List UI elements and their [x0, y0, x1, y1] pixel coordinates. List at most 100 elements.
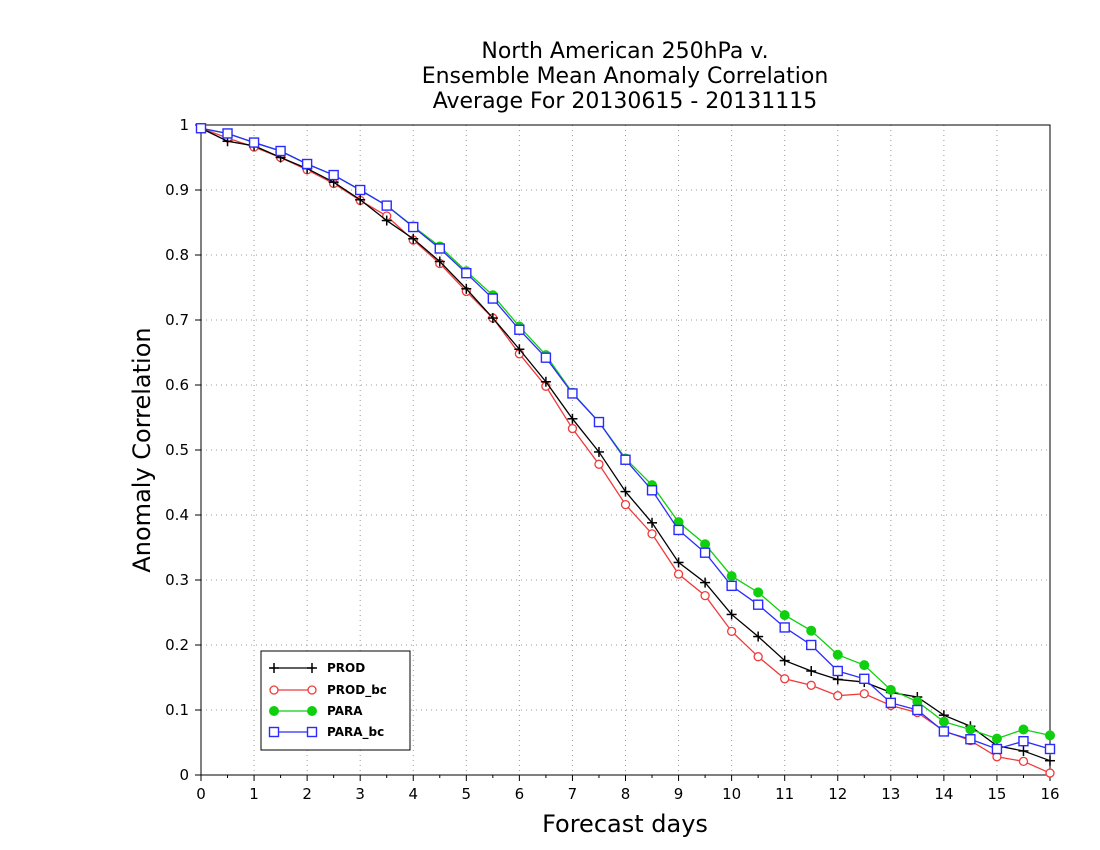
- data-point-para: [912, 696, 923, 707]
- chart-title-line-3: Average For 20130615 - 20131115: [433, 89, 818, 114]
- data-point-prod: [540, 376, 551, 387]
- legend-marker: [307, 663, 317, 673]
- legend-label-prod: PROD: [327, 661, 365, 675]
- data-point-para: [938, 716, 949, 727]
- x-tick-label: 10: [722, 785, 741, 803]
- data-point-para-bc: [567, 388, 578, 399]
- data-point-prod-bc: [1045, 768, 1055, 778]
- data-point-prod: [726, 609, 737, 620]
- x-tick-label: 8: [621, 785, 631, 803]
- data-point-para: [991, 733, 1002, 744]
- data-point-para-bc: [752, 599, 764, 610]
- data-point-para-bc: [859, 673, 870, 684]
- y-tick-label: 0.5: [165, 441, 189, 459]
- data-point-para-bc: [195, 123, 207, 134]
- data-point-para: [885, 684, 896, 695]
- data-point-prod: [647, 517, 658, 528]
- data-point-para-bc: [275, 145, 286, 157]
- data-point-para-bc: [487, 293, 499, 304]
- data-point-prod: [487, 313, 498, 324]
- y-tick-label: 0.6: [165, 376, 189, 394]
- data-point-para-bc: [408, 221, 419, 233]
- legend-marker: [268, 726, 280, 738]
- data-point-para-bc: [673, 524, 684, 536]
- x-tick-label: 11: [775, 785, 794, 803]
- data-point-para: [859, 660, 870, 671]
- data-point-prod: [620, 486, 631, 497]
- data-point-prod: [673, 557, 684, 568]
- legend-item-para: PARA: [269, 704, 363, 718]
- y-tick-label: 0.9: [165, 181, 189, 199]
- data-point-prod-bc: [567, 423, 578, 434]
- data-point-para-bc: [328, 169, 339, 181]
- data-point-prod: [567, 413, 578, 424]
- data-point-para-bc: [885, 697, 897, 709]
- data-point-para: [965, 724, 976, 735]
- x-tick-label: 16: [1040, 785, 1059, 803]
- data-point-para-bc: [222, 128, 233, 139]
- x-tick-label: 7: [568, 785, 578, 803]
- data-point-para-bc: [726, 580, 737, 592]
- legend-marker: [307, 685, 317, 695]
- legend-label-para-bc: PARA_bc: [327, 725, 384, 740]
- data-point-prod: [514, 344, 525, 355]
- data-point-para-bc: [779, 622, 790, 633]
- data-point-para: [806, 625, 817, 636]
- grid: [201, 125, 1050, 775]
- legend-item-para-bc: PARA_bc: [268, 725, 384, 740]
- data-point-para-bc: [699, 547, 711, 558]
- data-point-para-bc: [248, 137, 260, 148]
- legend: PROD PROD_bc PARA PARA_bc: [260, 650, 411, 751]
- data-point-prod-bc: [647, 529, 657, 539]
- y-tick-label: 0: [179, 766, 189, 784]
- x-tick-label: 12: [828, 785, 847, 803]
- data-point-para-bc: [381, 200, 392, 211]
- data-point-para-bc: [434, 243, 445, 254]
- legend-marker: [269, 663, 279, 673]
- data-point-para: [726, 571, 737, 582]
- x-tick-label: 3: [355, 785, 365, 803]
- x-tick-label: 0: [196, 785, 206, 803]
- y-tick-label: 0.8: [165, 246, 189, 264]
- legend-marker: [306, 726, 318, 738]
- series-line-para: [200, 127, 1051, 740]
- data-point-para: [832, 649, 843, 660]
- series-prod: [196, 123, 1055, 766]
- data-point-para-bc: [646, 485, 658, 496]
- legend-item-prod-bc: PROD_bc: [269, 683, 387, 698]
- x-tick-label: 2: [302, 785, 312, 803]
- legend-marker: [269, 685, 279, 695]
- data-point-para: [1045, 730, 1055, 741]
- y-tick-label: 0.2: [165, 636, 189, 654]
- data-point-prod: [753, 631, 764, 642]
- x-tick-label: 13: [881, 785, 900, 803]
- y-tick-label: 0.1: [165, 701, 189, 719]
- data-point-para: [700, 539, 711, 550]
- data-point-prod-bc: [780, 674, 790, 684]
- data-point-prod: [700, 577, 711, 588]
- data-point-prod-bc: [806, 680, 816, 690]
- axis-ticks: 0 1 2 3 4 5 6 7 8 9 10 11 12 13 14 15 1600.10.20.30.40.5…: [165, 116, 1059, 803]
- legend-item-prod: PROD: [269, 661, 365, 675]
- data-point-para-bc: [354, 184, 366, 196]
- chart-title-line-2: Ensemble Mean Anomaly Correlation: [422, 64, 829, 89]
- data-point-prod-bc: [594, 459, 604, 469]
- data-point-prod-bc: [673, 569, 684, 579]
- data-point-prod: [806, 666, 817, 676]
- y-axis-title: Anomaly Correlation: [128, 327, 156, 572]
- x-tick-label: 6: [515, 785, 525, 803]
- data-point-para: [779, 610, 790, 621]
- data-point-para-bc: [912, 704, 923, 716]
- x-tick-label: 5: [462, 785, 472, 803]
- data-point-prod: [779, 655, 790, 666]
- data-point-para-bc: [832, 665, 843, 677]
- data-point-para-bc: [1018, 736, 1029, 747]
- y-tick-label: 0.7: [165, 311, 189, 329]
- data-point-para-bc: [461, 268, 472, 279]
- data-point-para-bc: [1044, 743, 1056, 755]
- data-point-para-bc: [806, 639, 817, 651]
- legend-label-prod-bc: PROD_bc: [327, 683, 387, 698]
- data-point-prod: [461, 283, 472, 294]
